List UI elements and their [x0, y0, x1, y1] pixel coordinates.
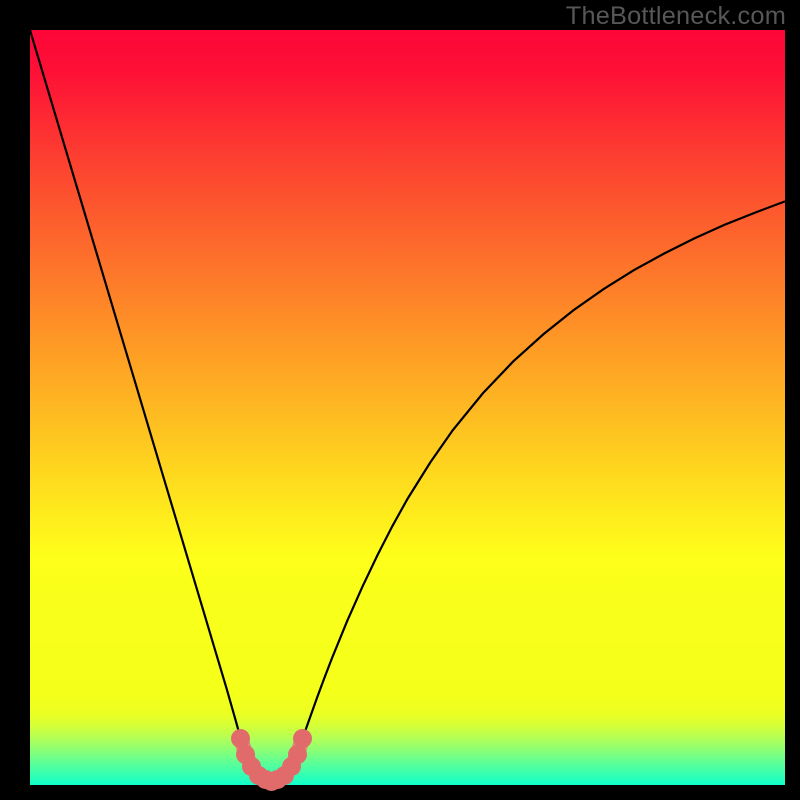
frame-border-bottom — [0, 785, 800, 800]
frame-border-right — [785, 0, 800, 800]
bottleneck-curve-left — [30, 30, 272, 782]
curve-layer — [30, 30, 785, 785]
trough-marker — [293, 729, 312, 748]
frame-border-left — [0, 0, 30, 800]
plot-area — [30, 30, 785, 785]
watermark-text: TheBottleneck.com — [566, 2, 786, 31]
trough-marker — [288, 745, 307, 764]
bottleneck-curve-right — [272, 201, 785, 782]
